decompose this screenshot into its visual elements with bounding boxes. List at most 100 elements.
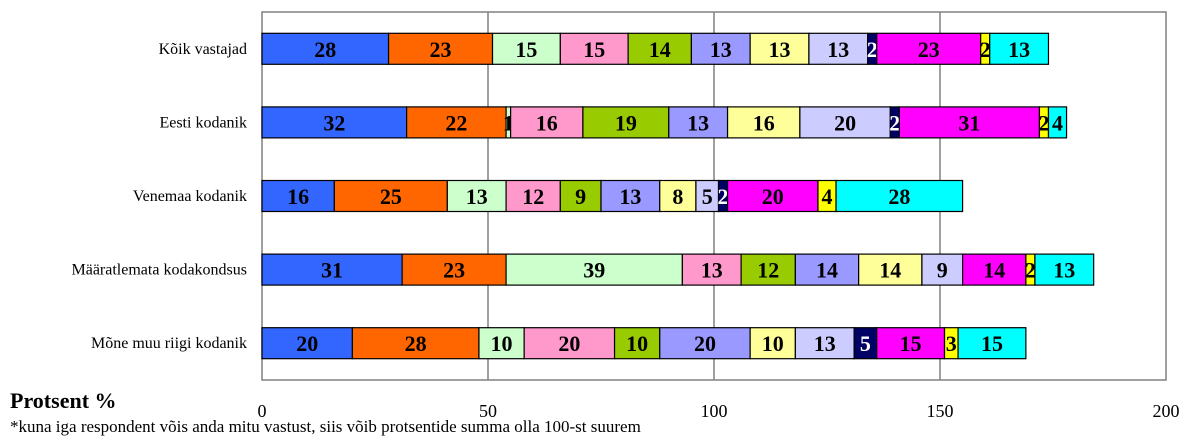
data-label: 14	[816, 258, 838, 283]
bar-segment	[876, 327, 946, 360]
category-label: Määratlemata kodakondsus	[72, 262, 248, 279]
bar-segment	[749, 327, 796, 360]
data-label: 23	[430, 37, 452, 62]
data-label: 2	[1025, 258, 1036, 283]
bar-segment	[582, 106, 670, 139]
data-label: 12	[522, 184, 544, 209]
bar-segment	[261, 106, 408, 139]
data-label: 14	[983, 258, 1005, 283]
x-tick-labels: 0 50 100 150 200	[258, 401, 1180, 421]
x-tick-0: 0	[258, 401, 267, 421]
bar-segment	[446, 179, 507, 213]
bar-segment	[261, 327, 354, 360]
data-label: 2	[867, 37, 878, 62]
bar-segment	[659, 327, 751, 360]
data-label: 20	[694, 331, 716, 356]
data-label: 23	[443, 258, 465, 283]
bar-segment	[523, 327, 616, 360]
category-label: Eesti kodanik	[159, 114, 247, 131]
category-label: Kõik vastajad	[159, 41, 247, 58]
bar-segment	[478, 327, 525, 360]
bar-segment	[668, 106, 729, 139]
data-label: 15	[583, 37, 605, 62]
data-label: 3	[946, 331, 957, 356]
data-label: 25	[380, 184, 402, 209]
bar-segment	[794, 253, 860, 286]
data-label: 2	[889, 110, 900, 135]
bar-segment	[510, 106, 584, 139]
data-label: 28	[405, 331, 427, 356]
data-label: 2	[718, 184, 729, 209]
data-label: 12	[757, 258, 779, 283]
data-label: 20	[834, 110, 856, 135]
bar-segment	[387, 32, 494, 65]
data-label: 28	[314, 37, 336, 62]
data-label: 23	[918, 37, 940, 62]
bar-segment	[559, 179, 602, 213]
data-label: 9	[937, 258, 948, 283]
bar-segment	[681, 253, 742, 286]
data-label: 15	[515, 37, 537, 62]
bar-segment	[858, 253, 923, 286]
bar-segment	[351, 327, 480, 360]
bar-segment	[799, 106, 891, 139]
data-label: 13	[466, 184, 488, 209]
bar-segment	[559, 32, 629, 65]
bar-segment	[957, 327, 1027, 360]
data-label: 20	[762, 184, 784, 209]
x-tick-200: 200	[1153, 401, 1180, 421]
category-label: Venemaa kodanik	[133, 188, 247, 205]
data-label: 5	[702, 184, 713, 209]
data-label: 13	[687, 110, 709, 135]
x-axis-label: Protsent %	[10, 388, 117, 413]
data-label: 39	[583, 258, 605, 283]
bar-segment	[898, 106, 1041, 139]
category-label: Mõne muu riigi kodanik	[91, 335, 247, 352]
data-label: 13	[619, 184, 641, 209]
data-label: 5	[860, 331, 871, 356]
data-label: 8	[672, 184, 683, 209]
data-label: 13	[1008, 37, 1030, 62]
bar-segment	[505, 179, 561, 213]
data-label: 10	[491, 331, 513, 356]
bar-segment	[1047, 106, 1068, 139]
bar-segment	[505, 253, 683, 286]
bar-segment	[749, 32, 810, 65]
data-label: 1	[503, 110, 514, 135]
bar-segment	[921, 253, 964, 286]
data-label: 13	[710, 37, 732, 62]
data-label: 31	[321, 258, 343, 283]
x-tick-50: 50	[479, 401, 497, 421]
data-label: 14	[879, 258, 901, 283]
bar-segment	[627, 32, 692, 65]
data-label: 4	[1052, 110, 1063, 135]
bar-segment	[989, 32, 1050, 65]
data-label: 4	[822, 184, 833, 209]
data-label: 13	[701, 258, 723, 283]
x-tick-150: 150	[927, 401, 954, 421]
data-label: 22	[445, 110, 467, 135]
bar-segment	[261, 32, 390, 65]
data-label: 2	[1038, 110, 1049, 135]
bar-segment	[794, 327, 855, 360]
data-label: 16	[287, 184, 309, 209]
bar-segment	[876, 32, 982, 65]
data-label: 32	[323, 110, 345, 135]
data-label: 16	[753, 110, 775, 135]
bar-segment	[261, 253, 403, 286]
data-label: 13	[769, 37, 791, 62]
data-label: 13	[1053, 258, 1075, 283]
bar-segment	[808, 32, 869, 65]
bar-segment	[1034, 253, 1095, 286]
bar-segment	[726, 106, 801, 139]
category-labels: Kõik vastajad Eesti kodanik Venemaa kodani…	[72, 41, 248, 352]
data-label: 16	[536, 110, 558, 135]
bar-segment	[690, 32, 751, 65]
data-label: 15	[981, 331, 1003, 356]
data-label: 2	[980, 37, 991, 62]
data-label: 13	[827, 37, 849, 62]
data-label: 14	[649, 37, 671, 62]
data-label: 20	[558, 331, 580, 356]
